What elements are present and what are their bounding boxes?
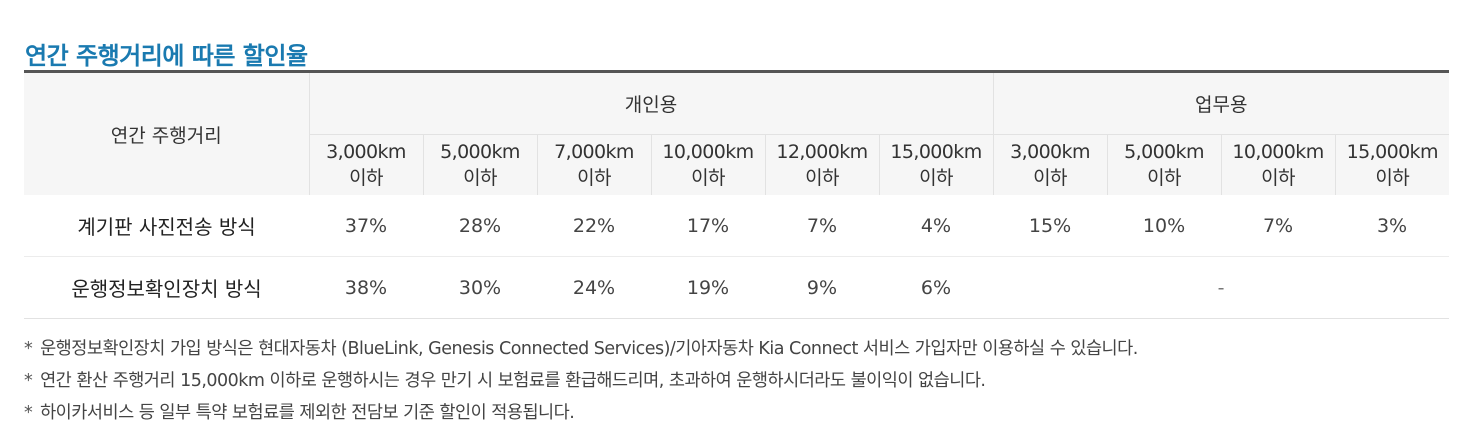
- footnote-text: 운행정보확인장치 가입 방식은 현대자동차 (BlueLink, Genesis…: [40, 339, 1138, 359]
- rate-cell: 7%: [1262, 214, 1294, 237]
- footnote-text: 하이카서비스 등 일부 특약 보험료를 제외한 전담보 기준 할인이 적용됩니다…: [40, 403, 575, 423]
- range-header: 10,000km 이하: [651, 134, 766, 195]
- rate-cell: 37%: [344, 214, 388, 237]
- footnote-item: * 하이카서비스 등 일부 특약 보험료를 제외한 전담보 기준 할인이 적용됩…: [24, 397, 1138, 429]
- footnote-text: 연간 환산 주행거리 15,000km 이하로 운행하시는 경우 만기 시 보험…: [40, 371, 986, 391]
- range-km: 5,000km: [1124, 141, 1204, 163]
- range-header: 3,000km 이하: [309, 134, 424, 195]
- footnote-item: * 연간 환산 주행거리 15,000km 이하로 운행하시는 경우 만기 시 …: [24, 365, 1138, 397]
- footnote-item: * 운행정보확인장치 가입 방식은 현대자동차 (BlueLink, Genes…: [24, 333, 1138, 365]
- footnote-marker: *: [24, 339, 33, 359]
- rate-cell: 19%: [651, 256, 765, 319]
- rate-cell: 7%: [806, 214, 838, 237]
- range-suffix: 이하: [1375, 167, 1410, 189]
- range-header: 5,000km 이하: [1107, 134, 1222, 195]
- group-header-personal: 개인용: [309, 71, 994, 135]
- range-suffix: 이하: [691, 167, 725, 189]
- row-label: 계기판 사진전송 방식: [77, 215, 256, 239]
- section-title: 연간 주행거리에 따른 할인율: [25, 41, 308, 70]
- table-group-header-row: 연간 주행거리 개인용 업무용: [24, 71, 1450, 195]
- footnote-marker: *: [24, 371, 33, 391]
- range-suffix: 이하: [1033, 167, 1067, 189]
- range-header: 5,000km 이하: [423, 134, 538, 195]
- range-header: 15,000km 이하: [879, 134, 994, 195]
- range-suffix: 이하: [577, 167, 611, 189]
- range-suffix: 이하: [349, 167, 383, 189]
- group-header-business: 업무용: [993, 71, 1450, 135]
- rate-cell: 28%: [458, 214, 502, 237]
- rate-cell: 15%: [1028, 214, 1072, 237]
- range-header: 15,000km 이하: [1335, 134, 1450, 195]
- range-km: 5,000km: [440, 141, 520, 163]
- range-header: 10,000km 이하: [1221, 134, 1336, 195]
- range-km: 10,000km: [662, 141, 754, 163]
- range-km: 3,000km: [1010, 141, 1090, 163]
- discount-rate-table: 연간 주행거리 개인용 업무용 3,000km 이하 5,000km 이하 7,00…: [24, 70, 1450, 319]
- range-km: 12,000km: [776, 141, 868, 163]
- rate-cell: 4%: [920, 214, 952, 237]
- table-row: 계기판 사진전송 방식 37% 28% 22% 17% 7% 4% 15% 10…: [24, 195, 1449, 257]
- rate-cell: 10%: [1142, 214, 1186, 237]
- range-suffix: 이하: [805, 167, 839, 189]
- range-header: 7,000km 이하: [537, 134, 652, 195]
- range-suffix: 이하: [1147, 167, 1181, 189]
- rate-cell: 9%: [765, 256, 879, 319]
- row-label: 운행정보확인장치 방식: [24, 256, 309, 319]
- table-row: 운행정보확인장치 방식 38% 30% 24% 19% 9% 6% -: [24, 256, 1450, 319]
- rate-cell: 38%: [309, 256, 423, 319]
- footnote-marker: *: [24, 403, 33, 423]
- rate-cell: 17%: [686, 214, 730, 237]
- range-suffix: 이하: [463, 167, 497, 189]
- row-header-title: 연간 주행거리: [24, 71, 310, 195]
- rate-cell: 30%: [423, 256, 537, 319]
- rate-cell-not-applicable: -: [993, 256, 1450, 319]
- range-km: 7,000km: [554, 141, 634, 163]
- range-km: 15,000km: [1346, 141, 1439, 163]
- range-km: 3,000km: [326, 141, 406, 163]
- range-suffix: 이하: [1261, 167, 1295, 189]
- range-suffix: 이하: [919, 167, 953, 189]
- rate-cell: 6%: [879, 256, 994, 319]
- rate-cell: 24%: [537, 256, 651, 319]
- range-header: 3,000km 이하: [993, 134, 1108, 195]
- range-km: 10,000km: [1232, 141, 1324, 163]
- footnotes: * 운행정보확인장치 가입 방식은 현대자동차 (BlueLink, Genes…: [24, 333, 1138, 429]
- range-km: 15,000km: [890, 141, 982, 163]
- range-header: 12,000km 이하: [765, 134, 880, 195]
- rate-cell: 3%: [1376, 214, 1408, 237]
- rate-cell: 22%: [572, 214, 616, 237]
- table-range-header-row: 3,000km 이하 5,000km 이하 7,000km 이하 10,000km 이하…: [24, 134, 1450, 195]
